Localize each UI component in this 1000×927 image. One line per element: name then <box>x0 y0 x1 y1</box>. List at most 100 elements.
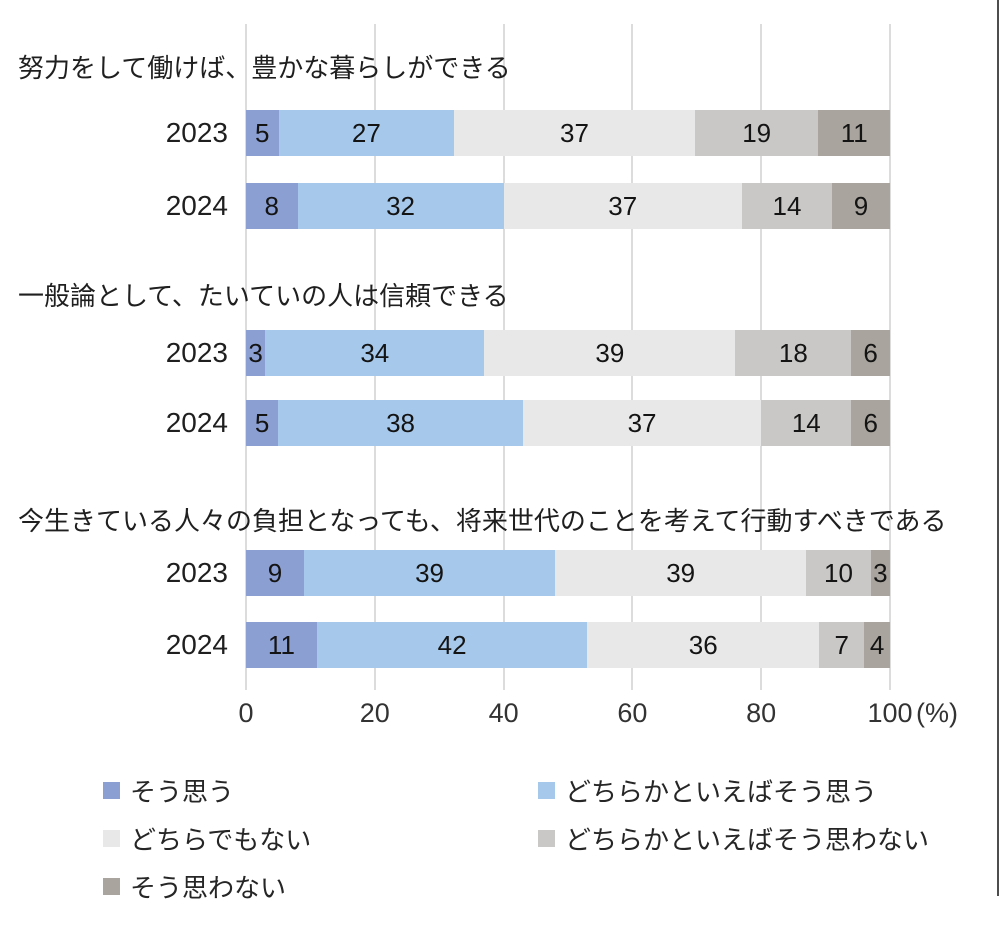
legend-marker <box>103 781 120 799</box>
year-label: 2023 <box>165 337 228 368</box>
legend-label: そう思う <box>130 776 235 807</box>
bar-segment: 3 <box>870 550 890 596</box>
bar-value-label: 39 <box>595 337 625 368</box>
bar-segment: 39 <box>555 550 807 596</box>
bar-track: 5 38 37 14 6 <box>246 400 890 446</box>
bar-value-label: 37 <box>560 117 589 148</box>
bar-track: 9 39 39 10 3 <box>246 550 890 596</box>
bar-segment: 10 <box>806 550 871 596</box>
bar-segment: 39 <box>484 330 736 376</box>
year-label: 2024 <box>165 190 228 221</box>
bar-value-label: 34 <box>360 337 390 368</box>
question-title: 努力をして働けば、豊かな暮らしができる <box>18 53 511 83</box>
bar-row: 2023 3 34 39 18 6 <box>0 330 930 376</box>
legend-marker <box>538 829 555 847</box>
bar-value-label: 37 <box>608 190 638 221</box>
bar-segment: 4 <box>864 622 891 668</box>
legend-label: どちらかといえばそう思わない <box>565 824 930 855</box>
bar-segment: 32 <box>297 183 504 229</box>
gridline <box>889 24 891 690</box>
bar-track: 3 34 39 18 6 <box>246 330 890 376</box>
legend-marker <box>538 781 555 799</box>
legend-item: どちらかといえばそう思わない <box>538 820 929 857</box>
bar-value-label: 18 <box>778 337 808 368</box>
bar-value-label: 11 <box>840 117 868 148</box>
bar-value-label: 7 <box>834 629 849 660</box>
legend-item: どちらかといえばそう思う <box>538 772 929 809</box>
bar-value-label: 6 <box>863 337 878 368</box>
x-tick-label: 100 <box>867 698 913 728</box>
bar-segment: 18 <box>735 330 852 376</box>
bar-value-label: 39 <box>415 557 444 588</box>
year-label: 2023 <box>165 557 228 588</box>
legend-label: どちらかといえばそう思う <box>565 776 878 807</box>
bar-value-label: 42 <box>437 629 467 660</box>
bar-value-label: 32 <box>386 190 416 221</box>
bar-value-label: 8 <box>264 190 279 221</box>
bar-segment: 39 <box>303 550 556 596</box>
bar-segment: 37 <box>454 110 695 156</box>
bar-segment: 7 <box>819 622 865 668</box>
question-title: 今生きている人々の負担となっても、将来世代のことを考えて行動すべきである <box>18 506 947 536</box>
bar-segment: 34 <box>265 330 485 376</box>
legend-marker <box>103 829 120 847</box>
legend: そう思う どちらかといえばそう思う どちらでもない どちらかといえばそう思わないそう思… <box>103 766 929 910</box>
bar-row: 2023 9 39 39 10 3 <box>0 550 930 596</box>
bar-value-label: 5 <box>254 407 270 438</box>
year-label: 2024 <box>165 407 228 438</box>
bar-value-label: 9 <box>267 557 283 588</box>
bar-value-label: 39 <box>666 557 696 588</box>
bar-segment: 11 <box>818 110 891 156</box>
legend-marker <box>103 877 120 895</box>
bar-row: 2024 8 32 37 14 9 <box>0 183 930 229</box>
bar-segment: 14 <box>741 183 833 229</box>
bar-value-label: 14 <box>791 407 821 438</box>
bar-value-label: 38 <box>386 407 416 438</box>
legend-item: そう思わない <box>103 868 538 905</box>
legend-item: そう思う <box>103 772 538 809</box>
legend-label: そう思わない <box>130 872 287 903</box>
bar-segment: 37 <box>503 183 742 229</box>
bar-row: 2023 5 27 37 19 11 <box>0 110 930 156</box>
bar-value-label: 27 <box>351 117 381 148</box>
bar-value-label: 4 <box>869 629 885 660</box>
question-title: 一般論として、たいていの人は信頼できる <box>18 281 509 311</box>
bar-segment: 5 <box>246 110 279 156</box>
bar-segment: 42 <box>316 622 588 668</box>
bar-value-label: 3 <box>248 337 263 368</box>
bar-segment: 14 <box>761 400 852 446</box>
bar-segment: 6 <box>851 400 890 446</box>
bar-segment: 11 <box>246 622 317 668</box>
bar-segment: 19 <box>694 110 819 156</box>
x-tick-label: 40 <box>488 698 519 728</box>
right-edge-line <box>997 0 999 896</box>
bar-segment: 3 <box>246 330 266 376</box>
bar-segment: 8 <box>246 183 298 229</box>
x-tick-label: 60 <box>617 698 648 728</box>
bar-value-label: 9 <box>853 190 869 221</box>
bar-value-label: 6 <box>863 407 878 438</box>
bar-value-label: 5 <box>255 117 270 148</box>
bar-value-label: 37 <box>627 407 657 438</box>
bar-segment: 9 <box>246 550 304 596</box>
bar-value-label: 10 <box>824 557 853 588</box>
bar-value-label: 19 <box>742 117 772 148</box>
bar-value-label: 11 <box>267 629 295 660</box>
bar-segment: 6 <box>851 330 890 376</box>
bar-track: 11 42 36 7 4 <box>246 622 891 668</box>
bar-value-label: 36 <box>688 629 718 660</box>
bar-row: 2024 5 38 37 14 6 <box>0 400 930 446</box>
year-label: 2023 <box>165 117 228 148</box>
bar-segment: 36 <box>587 622 820 668</box>
x-tick-label: 20 <box>359 698 390 728</box>
bar-segment: 38 <box>278 400 523 446</box>
bar-value-label: 3 <box>873 557 888 588</box>
year-label: 2024 <box>165 629 228 660</box>
legend-item: どちらでもない <box>103 820 538 857</box>
percent-unit-label: (%) <box>916 698 958 728</box>
bar-segment: 27 <box>278 110 455 156</box>
bar-value-label: 14 <box>772 190 802 221</box>
bar-segment: 5 <box>246 400 279 446</box>
